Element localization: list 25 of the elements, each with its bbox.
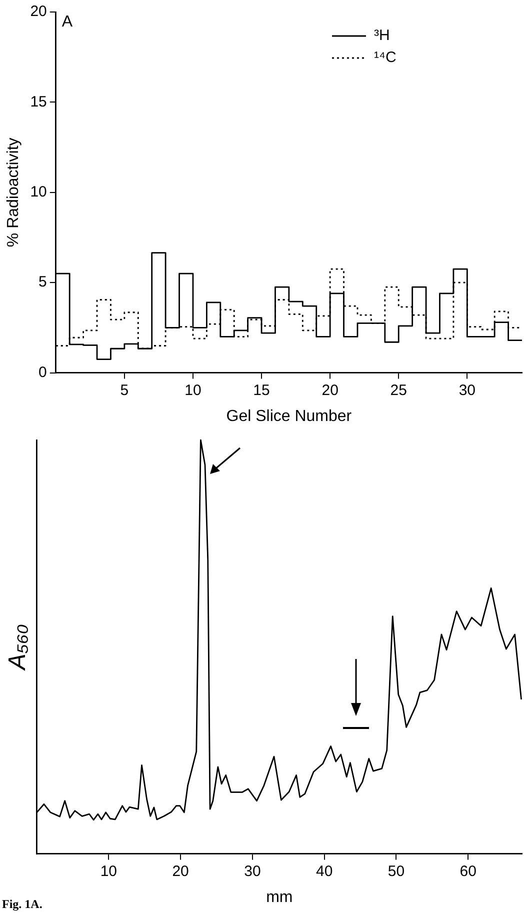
x-tick-label: 20 (172, 862, 189, 880)
legend-label: ³H (374, 27, 390, 44)
x-tick-label: 10 (184, 382, 202, 399)
y-axis-title: A₅₆₀ (4, 624, 32, 672)
x-axis-title: mm (266, 888, 293, 906)
x-axis-title: Gel Slice Number (226, 408, 352, 425)
x-tick-label: 20 (322, 382, 338, 399)
y-tick-label: 10 (30, 184, 47, 201)
caption: Fig. 1A. (2, 897, 42, 912)
y-tick-label: 20 (30, 3, 47, 20)
y-tick-label: 5 (38, 274, 47, 291)
y-tick-label: 15 (30, 93, 47, 110)
x-tick-label: 30 (458, 382, 476, 399)
chart-title: A (62, 13, 73, 30)
x-tick-label: 40 (316, 862, 333, 880)
y-tick-label: 0 (38, 364, 47, 381)
x-tick-label: 60 (460, 862, 476, 880)
legend-label: ¹⁴C (374, 49, 396, 66)
x-tick-label: 10 (100, 862, 118, 880)
x-tick-label: 50 (388, 862, 405, 880)
x-tick-label: 15 (253, 382, 270, 399)
x-tick-label: 5 (120, 382, 129, 399)
x-tick-label: 30 (244, 862, 261, 880)
x-tick-label: 25 (390, 382, 407, 399)
y-axis-title: % Radioactivity (5, 138, 22, 248)
